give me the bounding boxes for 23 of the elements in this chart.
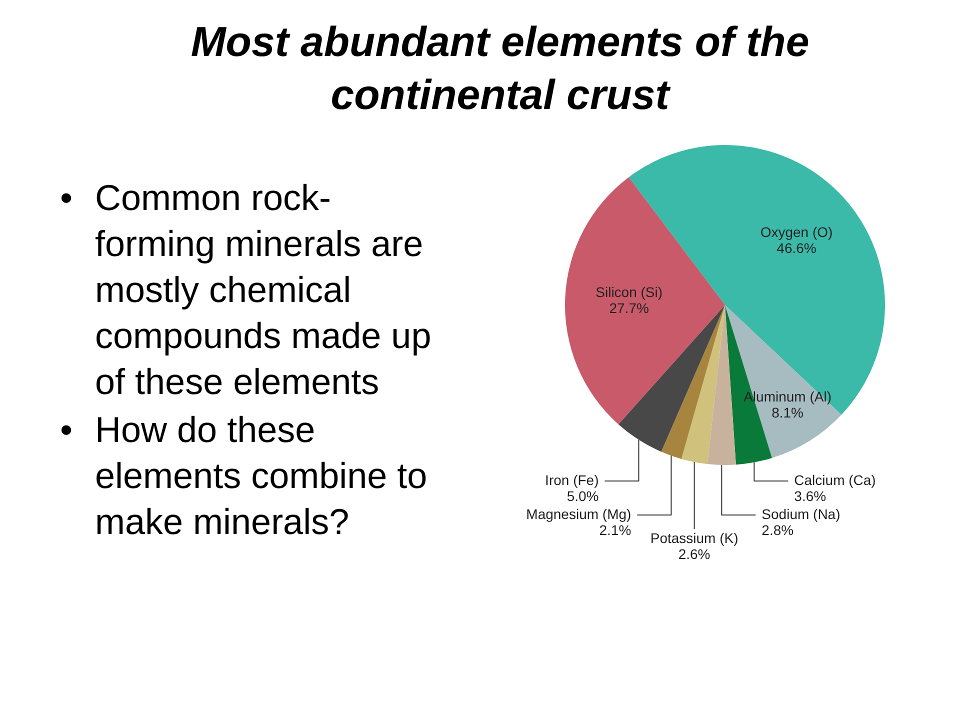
slice-label: Magnesium (Mg) — [526, 506, 632, 522]
text: • How do these elements combine to make minerals? — [60, 408, 428, 542]
slice-label: Oxygen (O) — [760, 224, 833, 240]
data-label: 2.1% — [599, 522, 632, 538]
slice-label: Calcium (Ca) — [794, 472, 876, 488]
slice-label: Silicon (Si) — [596, 284, 663, 300]
data-label: 5.0% — [566, 488, 599, 504]
data-label: 2.6% — [678, 546, 710, 562]
data-label: 2.8% — [762, 522, 794, 538]
pie-slice — [661, 305, 725, 459]
pie-slice — [565, 177, 725, 424]
data-label: 46.6% — [776, 240, 816, 256]
pie-slice — [725, 305, 842, 458]
pie-slice — [681, 305, 725, 464]
data-label: 27.7% — [609, 300, 649, 316]
pie-slice — [707, 305, 736, 465]
text: • Common rock-forming minerals are mostly chemical compounds made up of these elements — [60, 176, 432, 402]
slice-label: Iron (Fe) — [545, 472, 599, 488]
slice-label: Sodium (Na) — [762, 506, 840, 522]
data-label: 8.1% — [772, 404, 804, 421]
chart-title: Most abundant elements of the continental crust — [190, 17, 810, 120]
slice-label: Potassium (K) — [650, 530, 738, 546]
data-label: 3.6% — [794, 488, 826, 504]
